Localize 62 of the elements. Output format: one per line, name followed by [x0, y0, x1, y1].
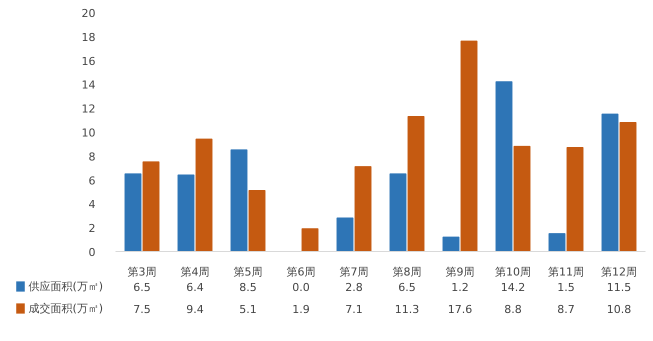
bar	[496, 81, 512, 252]
x-tick-label: 第8周	[392, 266, 422, 278]
x-tick-label: 第7周	[340, 266, 368, 278]
bar	[302, 228, 318, 252]
legend-label: 供应面积(万㎡)	[28, 280, 104, 293]
bar	[460, 40, 478, 252]
data-label: 8.8	[504, 303, 522, 316]
y-tick-label: 0	[88, 246, 96, 259]
x-tick-label: 第9周	[446, 266, 474, 278]
data-label: 1.5	[557, 281, 575, 294]
bar	[230, 149, 248, 252]
y-tick-label: 10	[82, 126, 96, 140]
y-tick-label: 12	[82, 102, 96, 116]
x-tick-label: 第5周	[234, 266, 262, 278]
y-tick-label: 6	[88, 174, 96, 188]
y-tick-label: 8	[88, 150, 96, 164]
data-label: 11.3	[394, 303, 420, 316]
x-tick-label: 第6周	[286, 266, 316, 278]
y-tick-label: 18	[82, 30, 96, 44]
bar	[514, 146, 530, 252]
bar	[442, 236, 460, 252]
data-label: 6.5	[398, 281, 416, 294]
x-tick-label: 第4周	[180, 266, 210, 278]
data-label: 6.5	[133, 281, 151, 294]
data-label: 8.5	[239, 281, 257, 294]
y-tick-label: 14	[82, 78, 96, 92]
data-label: 5.1	[239, 303, 257, 316]
x-tick-label: 第11周	[548, 266, 584, 278]
data-label: 0.0	[292, 281, 310, 294]
bar	[178, 174, 194, 252]
bar	[602, 114, 618, 252]
x-tick-label: 第3周	[128, 266, 156, 278]
data-label: 11.5	[606, 281, 632, 294]
bar	[566, 147, 584, 252]
data-label: 7.1	[345, 303, 363, 316]
y-tick-label: 4	[88, 198, 96, 212]
data-label: 6.4	[186, 281, 204, 294]
bar	[408, 116, 424, 252]
data-label: 1.9	[292, 303, 310, 316]
legend-label: 成交面积(万㎡)	[28, 302, 104, 315]
bar	[336, 218, 354, 252]
data-label: 17.6	[448, 303, 472, 316]
data-label: 14.2	[500, 281, 526, 294]
bar	[548, 233, 566, 252]
data-label: 8.7	[557, 303, 575, 316]
bar	[196, 138, 212, 252]
x-tick-label: 第10周	[495, 266, 531, 278]
bar	[124, 173, 142, 252]
bar	[354, 166, 372, 252]
x-tick-label: 第12周	[601, 266, 637, 278]
data-label: 10.8	[606, 303, 632, 316]
y-tick-label: 2	[88, 222, 96, 236]
data-label: 9.4	[186, 303, 204, 316]
data-label: 2.8	[345, 281, 363, 294]
bar	[620, 122, 636, 252]
bar	[142, 161, 160, 252]
bar	[248, 190, 266, 252]
y-tick-label: 20	[82, 7, 96, 20]
y-tick-label: 16	[82, 54, 96, 68]
bar	[390, 173, 406, 252]
data-label: 7.5	[133, 303, 151, 316]
data-label: 1.2	[451, 281, 469, 294]
